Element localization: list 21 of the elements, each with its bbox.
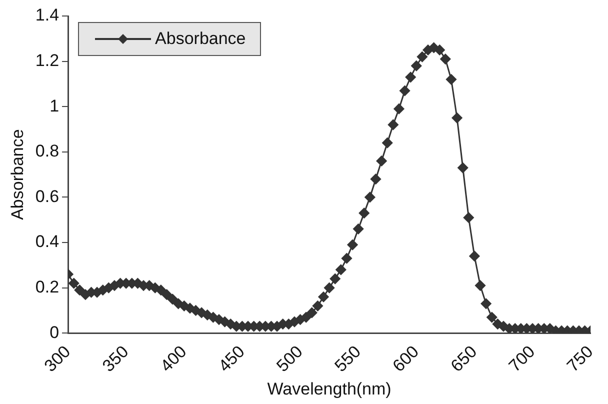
x-tick-label: 700 (505, 342, 539, 376)
y-axis-title: Absorbance (8, 129, 27, 220)
y-tick-label: 0.4 (35, 232, 60, 252)
x-tick-label: 400 (156, 342, 190, 376)
y-tick-label: 0.6 (35, 186, 60, 206)
x-tick-label: 450 (214, 342, 248, 376)
y-tick-label: 1 (50, 96, 60, 116)
x-tick-label: 300 (40, 342, 74, 376)
x-tick-label: 350 (98, 342, 132, 376)
y-tick-label: 1.4 (35, 6, 60, 25)
legend-label: Absorbance (155, 29, 246, 49)
x-tick-label: 650 (447, 342, 481, 376)
y-tick-label: 0 (50, 322, 60, 342)
y-tick-label: 0.2 (35, 278, 60, 297)
x-tick-label: 750 (563, 342, 597, 376)
x-axis-title: Wavelength(nm) (267, 379, 392, 398)
x-tick-label: 550 (330, 342, 364, 376)
y-tick-label: 0.8 (35, 142, 60, 161)
x-tick-label: 500 (272, 342, 306, 376)
y-tick-label: 1.2 (35, 50, 60, 70)
x-tick-label: 600 (389, 342, 423, 376)
